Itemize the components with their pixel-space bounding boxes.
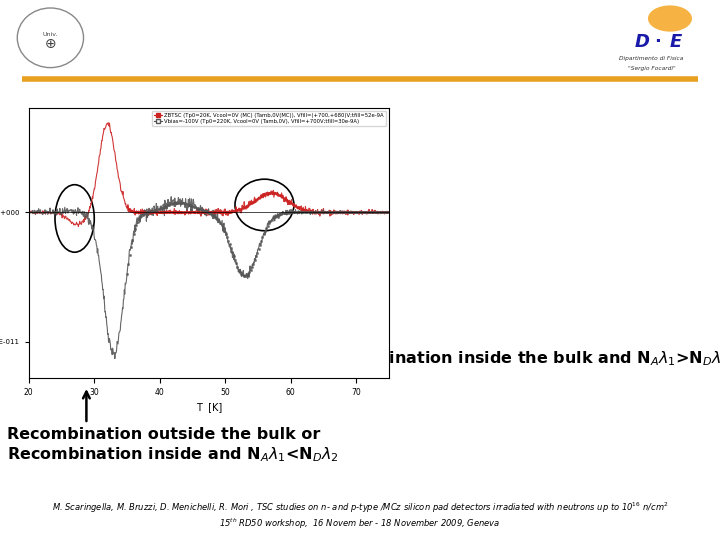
Text: ·: · (654, 33, 661, 51)
Circle shape (648, 5, 692, 32)
Legend: ZBTSC (Tp0=20K, Vcool=0V (MC) (Tamb,0V(MC)), Vfill=(+700,+680)V;tfill=52e-9A, Vb: ZBTSC (Tp0=20K, Vcool=0V (MC) (Tamb,0V(M… (153, 111, 386, 126)
Text: ⊕: ⊕ (45, 37, 56, 51)
X-axis label: T  [K]: T [K] (196, 402, 222, 412)
Text: M. Scaringella, M. Bruzzi, D. Menichelli, R. Mori , TSC studies on n- and p-type: M. Scaringella, M. Bruzzi, D. Menichelli… (52, 500, 668, 531)
Text: "Sergio Focardi": "Sergio Focardi" (628, 66, 675, 71)
Text: Recombination outside the bulk or
Recombination inside and N$_A$$\lambda_1$<N$_D: Recombination outside the bulk or Recomb… (7, 427, 339, 464)
Text: Recombination inside the bulk and N$_A$$\lambda_1$>N$_D$$\lambda_2$: Recombination inside the bulk and N$_A$$… (317, 350, 720, 368)
Text: Univ.: Univ. (42, 32, 58, 37)
Text: Dipartimento di Fisica: Dipartimento di Fisica (619, 56, 684, 61)
Text: E: E (670, 33, 683, 51)
Text: D: D (634, 33, 649, 51)
